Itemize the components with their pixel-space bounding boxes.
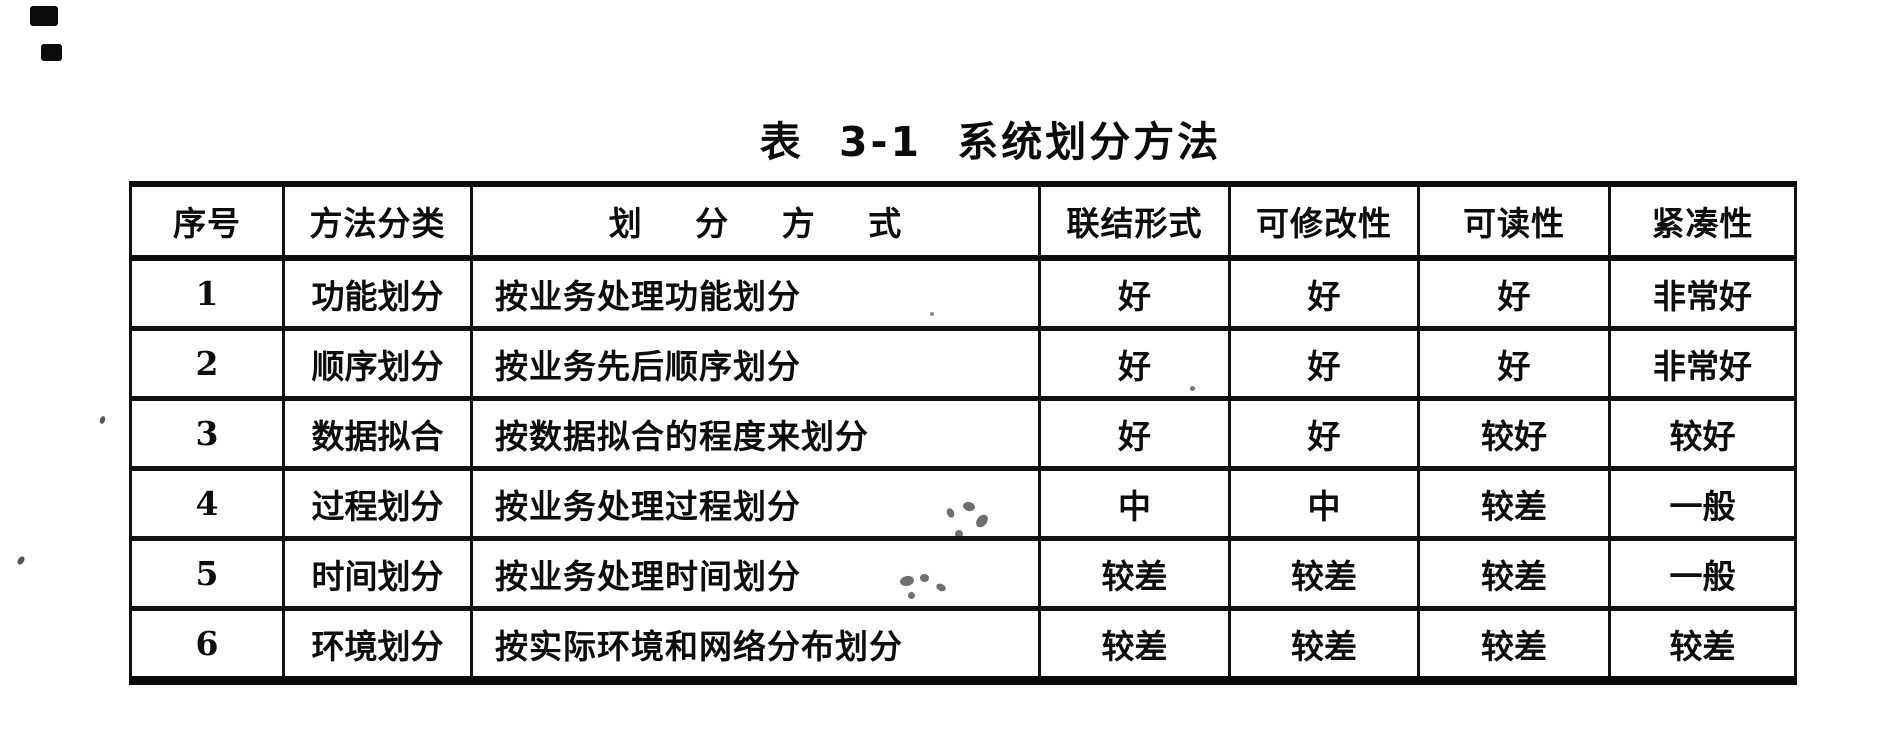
scan-artifact-mark	[30, 6, 58, 26]
cell-connection: 好	[1038, 326, 1231, 401]
cell-modifiability: 中	[1228, 466, 1420, 541]
table-row: 6 环境划分 按实际环境和网络分布划分 较差 较差 较差 较差	[129, 606, 1797, 685]
cell-method: 按数据拟合的程度来划分	[470, 396, 1041, 471]
cell-no: 3	[129, 396, 285, 471]
cell-compactness: 非常好	[1608, 255, 1797, 331]
cell-modifiability: 好	[1228, 396, 1420, 471]
cell-method: 按业务处理过程划分	[470, 466, 1041, 541]
column-header-modifiability: 可修改性	[1228, 181, 1420, 261]
cell-compactness: 一般	[1608, 536, 1797, 611]
table-row: 5 时间划分 按业务处理时间划分 较差 较差 较差 一般	[129, 536, 1797, 611]
cell-category: 数据拟合	[282, 396, 473, 471]
cell-connection: 中	[1038, 466, 1231, 541]
cell-no: 6	[129, 606, 285, 685]
cell-method: 按业务先后顺序划分	[470, 326, 1041, 401]
cell-compactness: 较好	[1608, 396, 1797, 471]
cell-no: 1	[129, 255, 285, 331]
cell-readability: 较差	[1417, 606, 1611, 685]
column-header-no: 序号	[129, 181, 285, 261]
cell-method: 按业务处理时间划分	[470, 536, 1041, 611]
cell-method: 按业务处理功能划分	[470, 255, 1041, 331]
cell-modifiability: 较差	[1228, 536, 1420, 611]
table-row: 1 功能划分 按业务处理功能划分 好 好 好 非常好	[129, 255, 1797, 331]
column-header-category: 方法分类	[282, 181, 473, 261]
cell-readability: 好	[1417, 255, 1611, 331]
column-header-readability: 可读性	[1417, 181, 1611, 261]
cell-readability: 较差	[1417, 536, 1611, 611]
cell-compactness: 一般	[1608, 466, 1797, 541]
table-caption: 表 3-1 系统划分方法	[759, 118, 1222, 166]
cell-method: 按实际环境和网络分布划分	[470, 606, 1041, 685]
column-header-method: 划 分 方 式	[470, 181, 1041, 261]
cell-connection: 较差	[1038, 606, 1231, 685]
scan-artifact-mark	[41, 44, 62, 61]
table-row: 3 数据拟合 按数据拟合的程度来划分 好 好 较好 较好	[129, 396, 1797, 471]
table-row: 2 顺序划分 按业务先后顺序划分 好 好 好 非常好	[129, 326, 1797, 401]
cell-category: 过程划分	[282, 466, 473, 541]
cell-no: 2	[129, 326, 285, 401]
header-row: 序号 方法分类 划 分 方 式 联结形式 可修改性 可读性 紧凑性	[129, 181, 1797, 261]
cell-readability: 好	[1417, 326, 1611, 401]
cell-compactness: 较差	[1608, 606, 1797, 685]
cell-modifiability: 好	[1228, 255, 1420, 331]
scan-artifact-speck	[15, 555, 27, 566]
cell-readability: 较差	[1417, 466, 1611, 541]
cell-connection: 较差	[1038, 536, 1231, 611]
cell-connection: 好	[1038, 255, 1231, 331]
cell-category: 时间划分	[282, 536, 473, 611]
cell-compactness: 非常好	[1608, 326, 1797, 401]
cell-category: 功能划分	[282, 255, 473, 331]
cell-category: 顺序划分	[282, 326, 473, 401]
column-header-connection: 联结形式	[1038, 181, 1231, 261]
system-division-methods-table: 序号 方法分类 划 分 方 式 联结形式 可修改性 可读性 紧凑性 1 功能划分…	[129, 181, 1797, 685]
cell-no: 4	[129, 466, 285, 541]
scan-artifact-speck	[98, 415, 107, 425]
cell-modifiability: 好	[1228, 326, 1420, 401]
table-row: 4 过程划分 按业务处理过程划分 中 中 较差 一般	[129, 466, 1797, 541]
cell-connection: 好	[1038, 396, 1231, 471]
cell-no: 5	[129, 536, 285, 611]
column-header-compactness: 紧凑性	[1608, 181, 1797, 261]
cell-modifiability: 较差	[1228, 606, 1420, 685]
cell-category: 环境划分	[282, 606, 473, 685]
cell-readability: 较好	[1417, 396, 1611, 471]
